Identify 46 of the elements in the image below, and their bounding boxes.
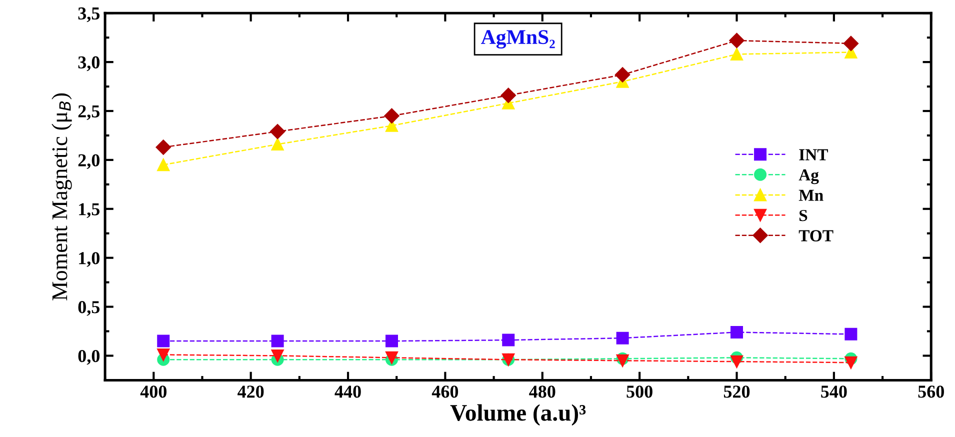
point [844, 356, 858, 369]
point [384, 108, 400, 124]
y-tick-label: 3,5 [78, 7, 100, 22]
point [270, 124, 286, 140]
legend-label: TOT [798, 230, 834, 242]
x-tick-label: 540 [821, 386, 847, 398]
point [157, 158, 170, 172]
legend-label: Mn [798, 190, 824, 201]
legend-label: INT [799, 149, 828, 160]
text: AgMnS₂ [481, 30, 555, 49]
point [157, 334, 170, 348]
y-tick-label: 2,0 [78, 154, 100, 169]
point [271, 138, 284, 151]
point [730, 355, 744, 368]
x-tick-label: 440 [334, 386, 361, 398]
x-tick-label: 560 [918, 386, 944, 398]
x-tick-label: 420 [238, 386, 264, 398]
y-tick-label: 1,5 [79, 203, 100, 218]
point [730, 326, 744, 338]
x-tick-label: 480 [529, 386, 556, 398]
point [385, 334, 398, 348]
point [502, 334, 515, 346]
point [271, 334, 284, 348]
point [157, 348, 170, 361]
x-tick-label: 520 [724, 386, 750, 398]
legend-label: Ag [798, 169, 819, 184]
point [500, 88, 516, 103]
x-tick-label: 460 [432, 386, 458, 398]
x-axis-title: Volume (a.u)³ [450, 404, 586, 426]
x-tick-label: 500 [626, 386, 652, 398]
point [729, 32, 744, 48]
y-tick-label: 3,0 [78, 56, 100, 72]
y-tick-label: 2,5 [78, 105, 100, 120]
point [271, 349, 284, 362]
y-axis-title: Moment Magnetic (μ$_{B}$) [52, 93, 72, 300]
point [156, 140, 171, 155]
point [844, 328, 858, 340]
x-tick-label: 400 [140, 386, 166, 398]
point [843, 36, 859, 52]
y-tick-label: 0,5 [78, 301, 100, 316]
legend-label: S [800, 210, 808, 222]
y-tick-label: 0,0 [78, 350, 100, 365]
y-tick-label: 1,0 [79, 252, 100, 267]
point [730, 48, 744, 60]
point [616, 332, 629, 344]
point [614, 67, 630, 82]
